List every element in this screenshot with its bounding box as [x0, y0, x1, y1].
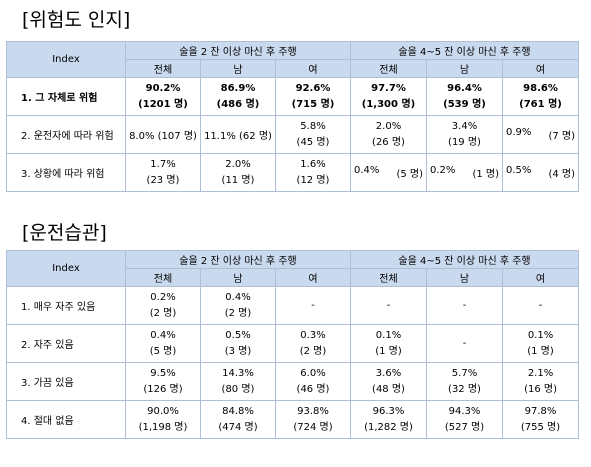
- table-cell: 0.4% (5 명): [350, 153, 427, 192]
- subheader-female: 여: [275, 268, 351, 287]
- table-cell: -: [426, 324, 503, 363]
- group-header-2-drinks: 술을 2 잔 이상 마신 후 주행: [125, 250, 351, 269]
- table-cell: 1.7% (23 명): [125, 153, 201, 192]
- table-cell: 86.9% (486 명): [200, 77, 276, 116]
- table-cell: -: [501, 286, 580, 325]
- table-subheader-row: 전체 남 여 전체 남 여: [7, 268, 580, 287]
- subheader-male: 남: [200, 268, 276, 287]
- table-cell: 92.6% (715 명): [275, 77, 351, 116]
- table-cell: 97.7% (1,300 명): [350, 77, 427, 116]
- risk-perception-table: Index 술을 2 잔 이상 마신 후 주행 술을 4~5 잔 이상 마신 후…: [6, 41, 580, 192]
- table-cell: 0.2% (2 명): [125, 286, 201, 325]
- driving-habits-title: [운전습관]: [22, 222, 107, 244]
- table-cell: 3.4% (19 명): [426, 115, 503, 154]
- group-header-4-5-drinks: 술을 4~5 잔 이상 마신 후 주행: [349, 41, 580, 60]
- table-row: 3. 상황에 따라 위험 1.7% (23 명) 2.0% (11 명) 1.6%(…: [6, 153, 580, 192]
- risk-perception-title: [위험도 인지]: [22, 9, 131, 31]
- table-cell: -: [426, 286, 503, 325]
- table-cell: 94.3% (527 명): [426, 400, 503, 439]
- table-cell: -: [275, 286, 351, 325]
- subheader-total: 전체: [350, 59, 427, 78]
- table-cell: 96.4% (539 명): [426, 77, 503, 116]
- table-header-row: Index 술을 2 잔 이상 마신 후 주행 술을 4~5 잔 이상 마신 후…: [6, 41, 580, 78]
- table-cell: 9.5% (126 명): [125, 362, 201, 401]
- subheader-male: 남: [426, 268, 503, 287]
- row-label: 2. 운전자에 따라 위험: [6, 115, 126, 154]
- subheader-total: 전체: [125, 268, 201, 287]
- group-header-2-drinks: 술을 2 잔 이상 마신 후 주행: [125, 41, 351, 60]
- table-cell: 0.5% (4 명): [501, 153, 580, 192]
- subheader-female: 여: [501, 268, 580, 287]
- table-cell: 0.4% (5 명): [125, 324, 201, 363]
- table-cell: 8.0% (107 명): [125, 115, 201, 154]
- table-cell: 90.2% (1201 명): [125, 77, 201, 116]
- table-cell: 97.8% (755 명): [501, 400, 580, 439]
- index-header: Index: [6, 250, 126, 287]
- table-cell: 6.0% (46 명): [275, 362, 351, 401]
- index-header: Index: [6, 41, 126, 78]
- table-row: 1. 매우 자주 있음 0.2% (2 명) 0.4% (2 명) - - - -: [6, 286, 580, 325]
- row-label: 1. 매우 자주 있음: [6, 286, 126, 325]
- row-label: 3. 가끔 있음: [6, 362, 126, 401]
- row-label: 1. 그 자체로 위험: [6, 77, 126, 116]
- table-cell: 0.1% (1 명): [501, 324, 580, 363]
- table-cell: 5.8% (45 명): [275, 115, 351, 154]
- table-cell: 84.8% (474 명): [200, 400, 276, 439]
- table-cell: 98.6% (761 명): [501, 77, 580, 116]
- table-row: 4. 절대 없음 90.0% (1,198 명) 84.8% (474 명) 93.…: [6, 400, 580, 439]
- subheader-male: 남: [200, 59, 276, 78]
- table-cell: 0.2% (1 명): [426, 153, 503, 192]
- row-label: 4. 절대 없음: [6, 400, 126, 439]
- table-cell: 2.1% (16 명): [501, 362, 580, 401]
- group-header-4-5-drinks: 술을 4~5 잔 이상 마신 후 주행: [349, 250, 580, 269]
- row-label: 2. 자주 있음: [6, 324, 126, 363]
- table-cell: 11.1% (62 명): [200, 115, 276, 154]
- table-cell: 0.1% (1 명): [350, 324, 427, 363]
- table-cell: 0.5% (3 명): [200, 324, 276, 363]
- driving-habits-table: Index 술을 2 잔 이상 마신 후 주행 술을 4~5 잔 이상 마신 후…: [6, 250, 580, 439]
- subheader-total: 전체: [125, 59, 201, 78]
- table-row: 3. 가끔 있음 9.5% (126 명) 14.3% (80 명) 6.0% (46…: [6, 362, 580, 401]
- table-cell: -: [350, 286, 427, 325]
- table-cell: 2.0% (26 명): [350, 115, 427, 154]
- subheader-male: 남: [426, 59, 503, 78]
- table-cell: 1.6% (12 명): [275, 153, 351, 192]
- subheader-female: 여: [275, 59, 351, 78]
- table-cell: 96.3% (1,282 명): [350, 400, 427, 439]
- row-label: 3. 상황에 따라 위험: [6, 153, 126, 192]
- table-cell: 3.6% (48 명): [350, 362, 427, 401]
- table-cell: 93.8% (724 명): [275, 400, 351, 439]
- subheader-female: 여: [501, 59, 580, 78]
- table-cell: 5.7% (32 명): [426, 362, 503, 401]
- table-cell: 14.3% (80 명): [200, 362, 276, 401]
- table-header-row: Index 술을 2 잔 이상 마신 후 주행 술을 4~5 잔 이상 마신 후…: [6, 250, 580, 287]
- subheader-total: 전체: [350, 268, 427, 287]
- table-cell: 90.0% (1,198 명): [125, 400, 201, 439]
- table-row: 2. 운전자에 따라 위험 8.0% (107 명) 11.1% (62 명) …: [6, 115, 580, 154]
- table-row: 2. 자주 있음 0.4% (5 명) 0.5% (3 명) 0.3% (2 명) 0…: [6, 324, 580, 363]
- table-cell: 0.9% (7 명): [501, 115, 580, 154]
- table-row: 1. 그 자체로 위험 90.2% (1201 명) 86.9% (486 명) 9…: [6, 77, 580, 116]
- table-cell: 2.0% (11 명): [200, 153, 276, 192]
- table-cell: 0.3% (2 명): [275, 324, 351, 363]
- table-cell: 0.4% (2 명): [200, 286, 276, 325]
